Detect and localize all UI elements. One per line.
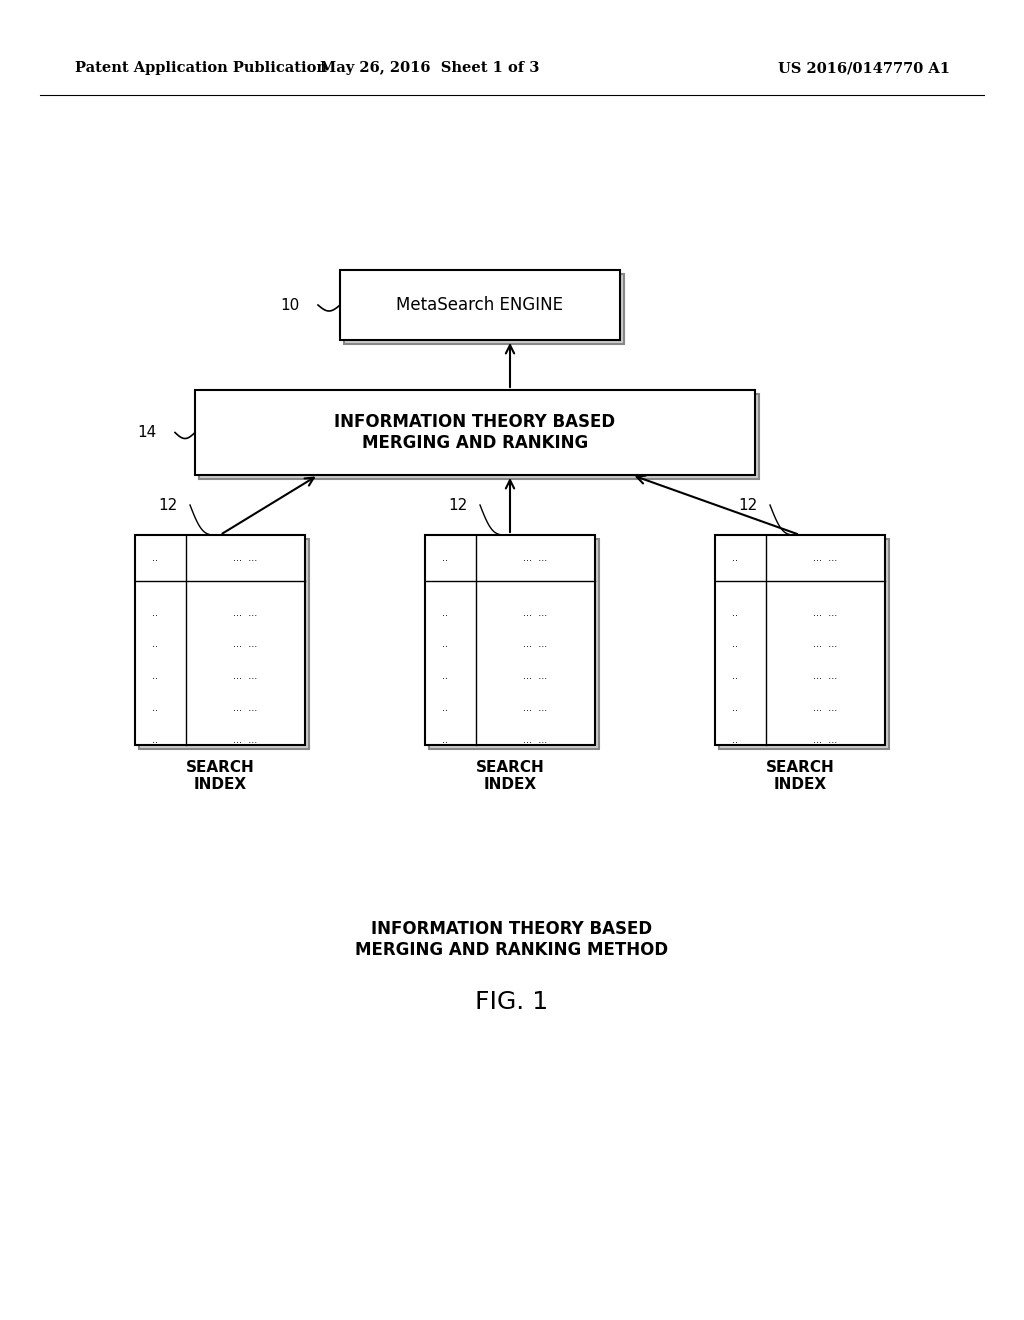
Bar (139, 539, 309, 748)
Text: ...  ...: ... ... (233, 704, 258, 713)
Bar (425, 535, 595, 744)
Text: FIG. 1: FIG. 1 (475, 990, 549, 1014)
Text: ..: .. (732, 607, 738, 618)
Text: ..: .. (442, 553, 449, 564)
Text: ...  ...: ... ... (813, 553, 838, 564)
Text: 12: 12 (159, 498, 178, 512)
Text: ..: .. (732, 553, 738, 564)
Text: ..: .. (153, 704, 159, 713)
Text: ..: .. (442, 607, 449, 618)
Bar (715, 535, 885, 744)
Text: ...  ...: ... ... (523, 607, 548, 618)
Text: ...  ...: ... ... (233, 607, 258, 618)
Text: ...  ...: ... ... (233, 735, 258, 744)
Text: ..: .. (153, 671, 159, 681)
Text: 12: 12 (738, 498, 758, 512)
Text: ...  ...: ... ... (523, 553, 548, 564)
Text: May 26, 2016  Sheet 1 of 3: May 26, 2016 Sheet 1 of 3 (321, 61, 540, 75)
Text: ...  ...: ... ... (813, 639, 838, 649)
Text: ...  ...: ... ... (233, 639, 258, 649)
Text: SEARCH
INDEX: SEARCH INDEX (475, 760, 545, 792)
Bar (344, 275, 624, 345)
Text: ...  ...: ... ... (233, 671, 258, 681)
Text: ..: .. (442, 671, 449, 681)
Bar (199, 393, 759, 479)
Text: Patent Application Publication: Patent Application Publication (75, 61, 327, 75)
Text: INFORMATION THEORY BASED
MERGING AND RANKING: INFORMATION THEORY BASED MERGING AND RAN… (335, 413, 615, 451)
Text: ..: .. (153, 607, 159, 618)
Bar (135, 535, 305, 744)
Text: ...  ...: ... ... (523, 671, 548, 681)
Text: ...  ...: ... ... (233, 553, 258, 564)
Text: ...  ...: ... ... (813, 704, 838, 713)
Text: ...  ...: ... ... (523, 735, 548, 744)
Text: ..: .. (732, 639, 738, 649)
Text: ..: .. (732, 735, 738, 744)
Text: SEARCH
INDEX: SEARCH INDEX (766, 760, 835, 792)
Text: ..: .. (442, 735, 449, 744)
Text: US 2016/0147770 A1: US 2016/0147770 A1 (778, 61, 950, 75)
Text: ..: .. (153, 553, 159, 564)
Text: ...  ...: ... ... (523, 704, 548, 713)
Bar (429, 539, 599, 748)
Text: ..: .. (153, 639, 159, 649)
Text: 10: 10 (281, 297, 300, 313)
Text: ...  ...: ... ... (813, 735, 838, 744)
Bar (340, 271, 620, 341)
Text: 12: 12 (449, 498, 468, 512)
Bar (719, 539, 889, 748)
Text: SEARCH
INDEX: SEARCH INDEX (185, 760, 254, 792)
Text: ..: .. (442, 639, 449, 649)
Text: ...  ...: ... ... (813, 671, 838, 681)
Text: ...  ...: ... ... (813, 607, 838, 618)
Text: INFORMATION THEORY BASED
MERGING AND RANKING METHOD: INFORMATION THEORY BASED MERGING AND RAN… (355, 920, 669, 958)
Text: 14: 14 (138, 425, 157, 440)
Text: ..: .. (732, 671, 738, 681)
Text: MetaSearch ENGINE: MetaSearch ENGINE (396, 296, 563, 314)
Bar (195, 389, 755, 475)
Text: ..: .. (442, 704, 449, 713)
Text: ...  ...: ... ... (523, 639, 548, 649)
Text: ..: .. (732, 704, 738, 713)
Text: ..: .. (153, 735, 159, 744)
